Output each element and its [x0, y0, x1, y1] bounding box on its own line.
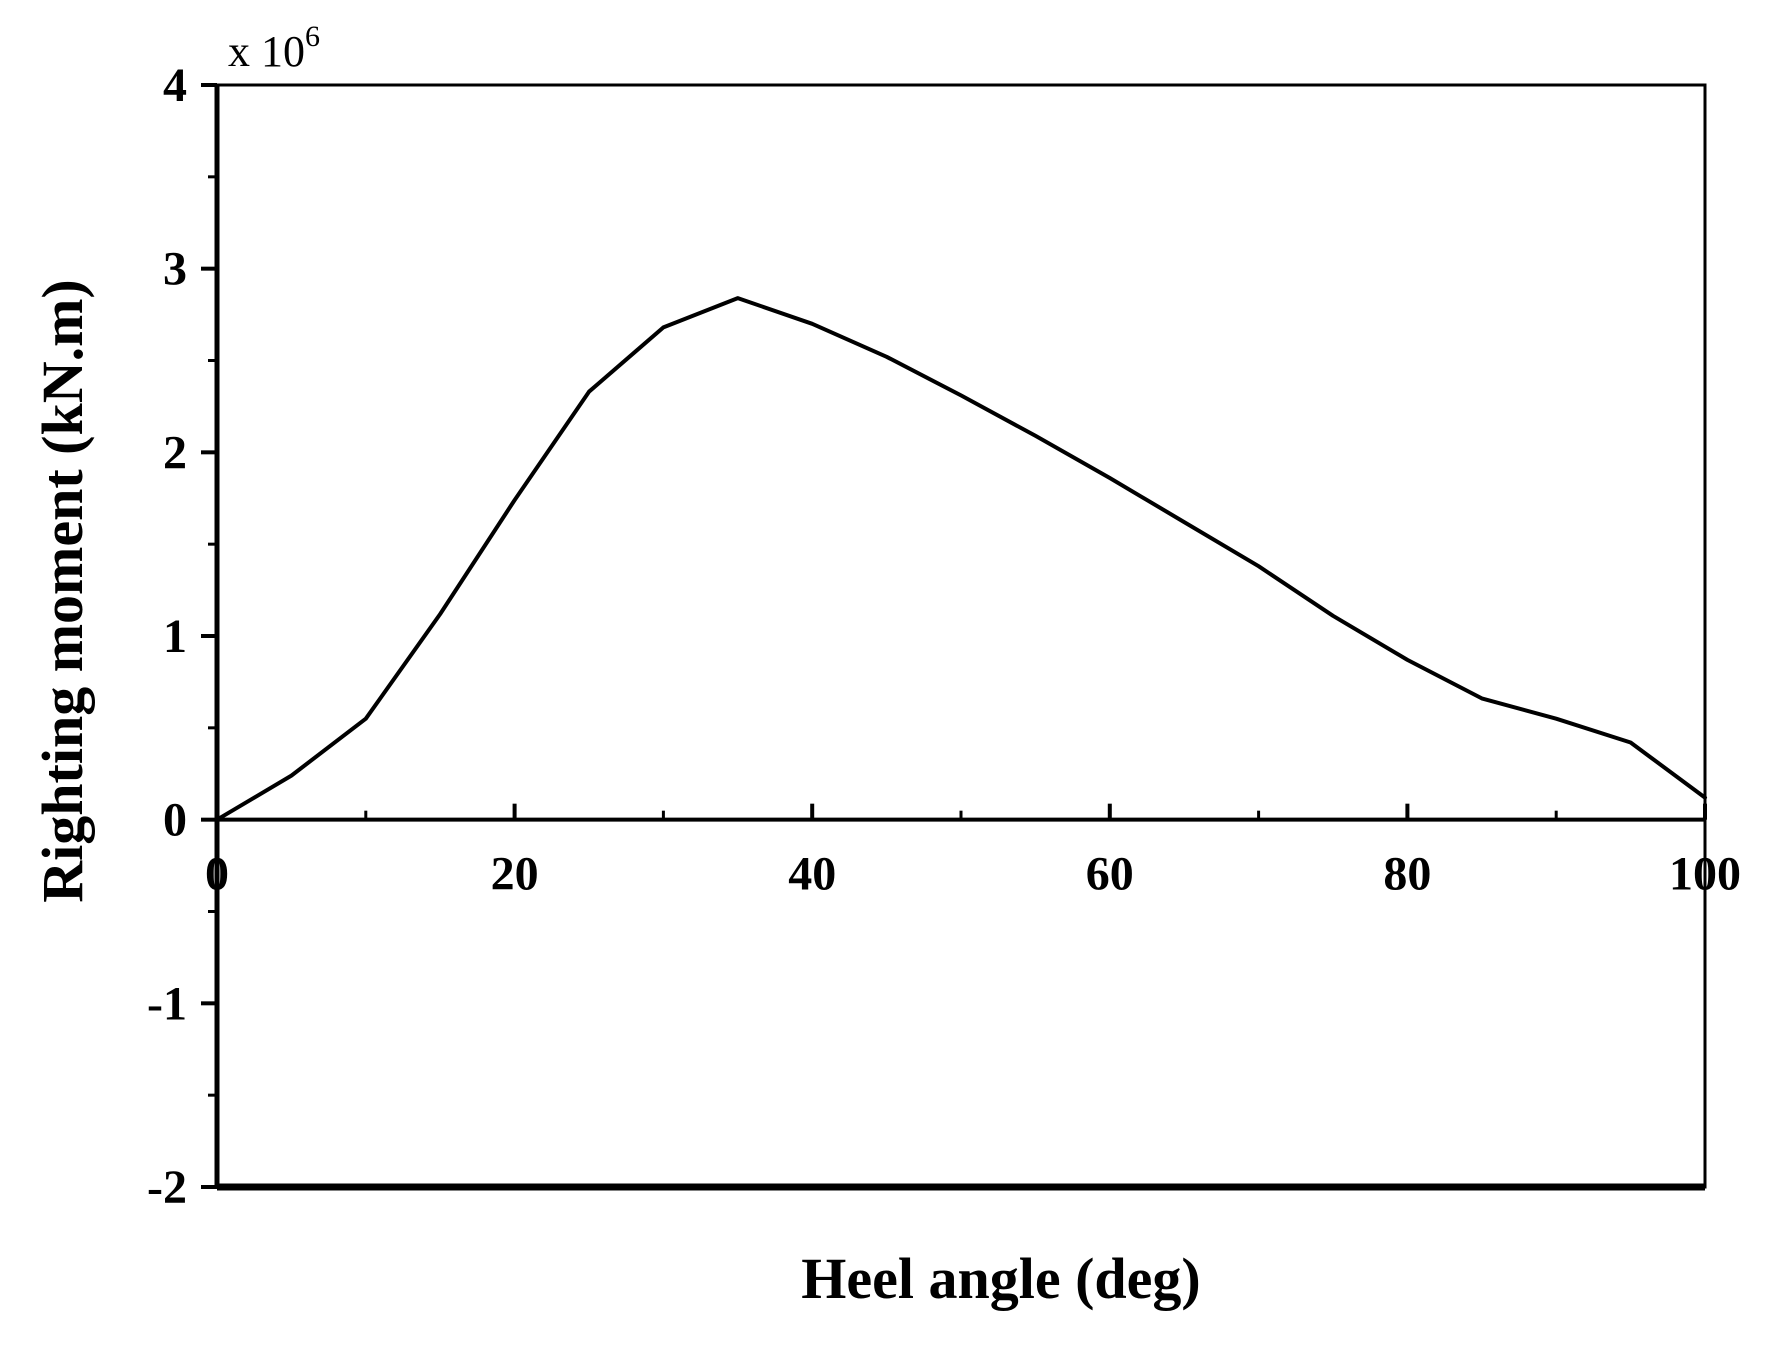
y-tick-label: 2 [163, 426, 187, 479]
y-tick-label: 0 [163, 794, 187, 847]
x-tick-label: 20 [491, 848, 539, 901]
multiplier-exponent: 6 [305, 20, 320, 53]
series-line-0 [217, 298, 1705, 820]
x-tick-label: 40 [788, 848, 836, 901]
y-tick-label: -1 [147, 977, 187, 1030]
y-tick-label: 3 [163, 243, 187, 296]
y-tick-label: 1 [163, 610, 187, 663]
plot-frame [217, 85, 1705, 1187]
y-tick-label: 4 [163, 59, 187, 112]
x-tick-label: 0 [205, 848, 229, 901]
y-tick-label: -2 [147, 1161, 187, 1214]
x-axis-title: Heel angle (deg) [801, 1246, 1200, 1311]
multiplier-base: x 10 [228, 27, 305, 76]
y-axis-multiplier: x 106 [228, 20, 320, 76]
y-axis-title: Righting moment (kN.m) [30, 279, 95, 902]
x-tick-label: 60 [1086, 848, 1134, 901]
x-tick-label: 100 [1669, 848, 1741, 901]
x-tick-label: 80 [1383, 848, 1431, 901]
